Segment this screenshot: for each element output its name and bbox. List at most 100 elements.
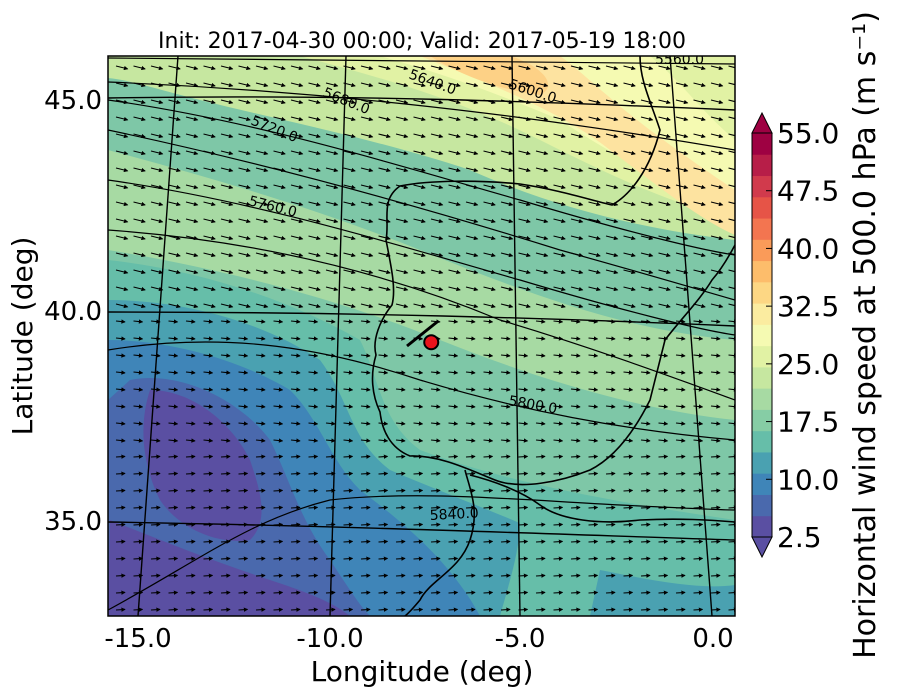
wind-arrow xyxy=(553,590,564,595)
wind-arrow xyxy=(150,235,164,241)
wind-arrow xyxy=(605,99,619,105)
wind-arrow xyxy=(535,336,546,341)
wind-arrow xyxy=(273,505,284,510)
wind-arrow xyxy=(483,522,494,527)
wind-arrow xyxy=(168,421,179,426)
wind-arrow xyxy=(185,353,196,358)
wind-arrow xyxy=(203,218,216,224)
wind-arrow xyxy=(448,488,459,493)
wind-arrow xyxy=(483,99,496,105)
wind-arrow xyxy=(203,556,214,561)
wind-arrow xyxy=(343,269,356,275)
wind-arrow xyxy=(150,99,164,105)
wind-arrow xyxy=(605,438,616,443)
wind-arrow xyxy=(325,235,339,241)
wind-arrow xyxy=(658,505,669,510)
wind-arrow xyxy=(535,252,549,258)
wind-arrow xyxy=(308,404,319,409)
wind-arrow xyxy=(413,218,426,224)
wind-arrow xyxy=(448,235,461,241)
wind-arrow xyxy=(640,421,651,426)
wind-arrow xyxy=(500,387,511,392)
wind-arrow xyxy=(203,235,216,241)
wind-arrow xyxy=(168,286,181,292)
wind-arrow xyxy=(710,167,724,173)
wind-arrow xyxy=(658,607,669,612)
wind-arrow xyxy=(238,539,249,544)
wind-arrow xyxy=(325,116,339,122)
wind-arrow xyxy=(220,505,231,510)
wind-arrow xyxy=(360,488,371,493)
wind-arrow xyxy=(710,133,724,139)
wind-arrow xyxy=(378,522,389,527)
wind-arrow xyxy=(115,218,129,224)
wind-arrow xyxy=(133,522,144,527)
wind-arrow xyxy=(553,488,564,493)
wind-arrow xyxy=(675,65,689,71)
wind-arrow xyxy=(640,556,651,561)
wind-arrow xyxy=(553,303,566,309)
wind-arrow xyxy=(238,471,249,476)
wind-arrow xyxy=(728,336,735,341)
wind-arrow xyxy=(150,353,161,358)
wind-arrow xyxy=(150,65,164,71)
wind-arrow xyxy=(500,218,514,224)
wind-arrow xyxy=(255,522,266,527)
wind-arrow xyxy=(290,387,301,392)
wind-arrow xyxy=(273,319,284,324)
wind-arrow xyxy=(290,167,304,173)
wind-arrow xyxy=(623,99,636,105)
wind-arrow xyxy=(238,235,251,241)
wind-arrow xyxy=(430,269,444,275)
wind-arrow xyxy=(115,421,126,426)
wind-arrow xyxy=(430,454,441,459)
wind-arrow xyxy=(185,539,196,544)
wind-arrow xyxy=(378,454,389,459)
wind-arrow xyxy=(360,590,371,595)
wind-arrow xyxy=(553,539,564,544)
wind-arrow xyxy=(395,252,409,258)
colorbar-tick-label: 2.5 xyxy=(777,521,822,554)
wind-arrow xyxy=(518,573,529,578)
wind-arrow xyxy=(500,488,511,493)
wind-arrow xyxy=(378,370,389,375)
wind-arrow xyxy=(553,133,566,139)
wind-arrow xyxy=(553,505,564,510)
wind-arrow xyxy=(133,421,144,426)
wind-arrow xyxy=(588,522,599,527)
wind-arrow xyxy=(290,286,304,292)
wind-arrow xyxy=(360,82,374,88)
wind-arrow xyxy=(343,286,356,292)
wind-arrow xyxy=(465,252,479,258)
wind-arrow xyxy=(430,167,444,173)
wind-arrow xyxy=(430,252,444,258)
wind-arrow xyxy=(483,404,494,409)
colorbar-band xyxy=(752,451,772,474)
wind-arrow xyxy=(273,607,284,612)
wind-arrow xyxy=(500,336,511,341)
colorbar-band xyxy=(752,260,772,283)
wind-arrow xyxy=(308,505,319,510)
wind-arrow xyxy=(710,471,721,476)
wind-arrow xyxy=(273,556,284,561)
wind-arrow xyxy=(413,150,426,156)
wind-arrow xyxy=(378,319,389,324)
wind-arrow xyxy=(675,150,689,156)
wind-arrow xyxy=(308,488,319,493)
wind-arrow xyxy=(273,184,286,190)
wind-arrow xyxy=(623,471,634,476)
wind-arrow xyxy=(483,235,496,241)
wind-arrow xyxy=(605,269,619,275)
wind-arrow xyxy=(395,150,409,156)
wind-arrow xyxy=(273,218,286,224)
wind-arrow xyxy=(308,269,321,275)
wind-arrow xyxy=(658,336,669,341)
wind-arrow xyxy=(273,421,284,426)
wind-arrow xyxy=(360,303,374,309)
wind-arrow xyxy=(675,235,689,241)
wind-arrow xyxy=(115,201,129,207)
wind-arrow xyxy=(710,387,721,392)
wind-arrow xyxy=(413,573,424,578)
wind-arrow xyxy=(483,539,494,544)
wind-arrow xyxy=(255,116,269,122)
